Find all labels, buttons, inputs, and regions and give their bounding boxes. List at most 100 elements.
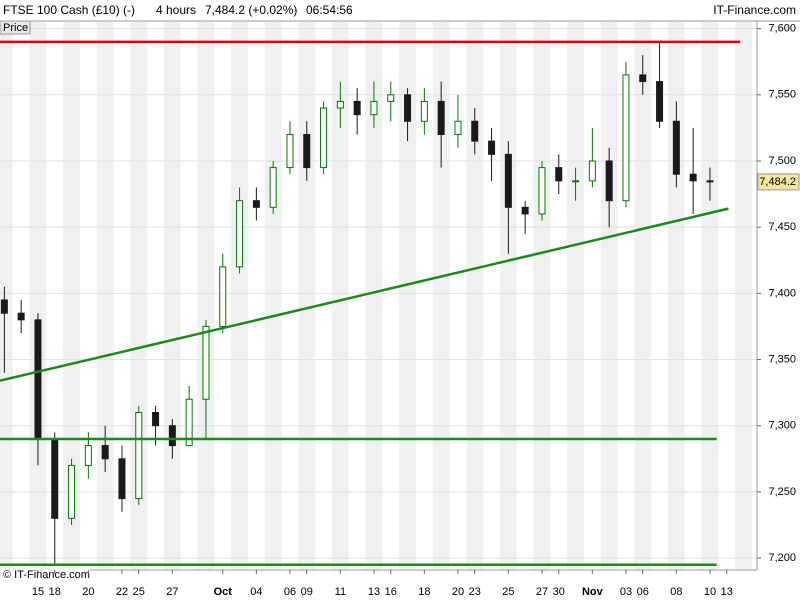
day-stripe bbox=[600, 22, 618, 570]
candle-body bbox=[454, 120, 462, 136]
candle-body bbox=[0, 299, 8, 314]
candle-body bbox=[622, 74, 630, 202]
time: 06:54:56 bbox=[306, 3, 353, 17]
day-stripe bbox=[466, 22, 484, 570]
header-bar bbox=[0, 0, 800, 21]
x-tick-label: 08 bbox=[670, 586, 682, 598]
candle-body bbox=[404, 94, 412, 122]
candle-body bbox=[320, 107, 328, 169]
candle-body bbox=[135, 411, 143, 500]
day-stripe bbox=[667, 22, 685, 570]
day-stripe bbox=[735, 22, 752, 570]
candle-body bbox=[370, 100, 378, 116]
x-tick-label: 09 bbox=[301, 586, 313, 598]
x-tick-label: 15 bbox=[32, 586, 44, 598]
candle-body bbox=[101, 445, 109, 460]
x-tick-label: 25 bbox=[502, 586, 514, 598]
candle-body bbox=[572, 180, 580, 183]
candle-body bbox=[219, 266, 227, 327]
candle-body bbox=[605, 160, 613, 202]
x-tick-label: 25 bbox=[133, 586, 145, 598]
day-stripe bbox=[264, 22, 282, 570]
x-tick-label: 03 bbox=[620, 586, 632, 598]
x-tick-label: 27 bbox=[166, 586, 178, 598]
x-tick-label: 30 bbox=[553, 586, 565, 598]
panel-label-box bbox=[0, 20, 31, 35]
title: FTSE 100 Cash (£10) (-) bbox=[3, 3, 135, 17]
day-stripe bbox=[365, 22, 383, 570]
candle-body bbox=[34, 319, 42, 440]
day-stripe bbox=[29, 22, 47, 570]
panel-label: Price bbox=[3, 22, 28, 34]
candle-body bbox=[387, 94, 395, 102]
y-tick-label: 7,450 bbox=[768, 221, 796, 233]
plot bbox=[0, 28, 757, 566]
x-tick-label: 04 bbox=[250, 586, 262, 598]
day-stripe bbox=[96, 22, 114, 570]
trend-line bbox=[0, 207, 729, 382]
x-tick-label: 16 bbox=[385, 586, 397, 598]
candle-body bbox=[269, 167, 277, 208]
candle-body bbox=[706, 180, 714, 183]
candle-body bbox=[538, 167, 546, 215]
candle-body bbox=[152, 411, 160, 427]
candle-body bbox=[185, 398, 193, 447]
y-tick-label: 7,500 bbox=[768, 155, 796, 167]
day-stripe bbox=[331, 22, 349, 570]
x-tick-label: 13 bbox=[368, 586, 380, 598]
x-tick-label: 13 bbox=[721, 586, 733, 598]
candle-body bbox=[336, 100, 344, 109]
day-stripe bbox=[634, 22, 652, 570]
x-tick-label: 10 bbox=[704, 586, 716, 598]
day-stripe bbox=[567, 22, 584, 570]
candle-body bbox=[437, 100, 445, 136]
candle-body bbox=[504, 153, 512, 208]
last-price-label: 7,484.2 bbox=[759, 176, 796, 188]
candle-body bbox=[286, 134, 294, 169]
candle-body bbox=[555, 167, 563, 182]
candle-body bbox=[68, 464, 76, 519]
x-tick-label: 18 bbox=[418, 586, 430, 598]
copyright: © IT-Finance.com bbox=[3, 569, 90, 581]
day-stripe bbox=[701, 22, 719, 570]
y-tick-label: 7,250 bbox=[768, 486, 796, 498]
candle-body bbox=[656, 81, 664, 122]
day-stripe bbox=[231, 22, 248, 570]
y-tick-label: 7,350 bbox=[768, 353, 796, 365]
candle-body bbox=[202, 325, 210, 400]
day-stripe bbox=[533, 22, 551, 570]
x-tick-label: 20 bbox=[82, 586, 94, 598]
x-tick-label: 18 bbox=[49, 586, 61, 598]
candle-body bbox=[471, 120, 479, 142]
candle-body bbox=[17, 312, 25, 321]
interval: 4 hours bbox=[156, 3, 196, 17]
candle-body bbox=[672, 120, 680, 175]
quote: 7,484.2 (+0.02%) bbox=[205, 3, 297, 17]
x-tick-label: Oct bbox=[214, 586, 233, 598]
copyright-box bbox=[0, 568, 90, 581]
x-tick-label: 20 bbox=[452, 586, 464, 598]
candle-body bbox=[84, 445, 92, 466]
day-stripe bbox=[63, 22, 80, 570]
x-tick-label: 27 bbox=[536, 586, 548, 598]
y-tick-label: 7,200 bbox=[768, 552, 796, 564]
candle-body bbox=[689, 173, 697, 182]
candle-body bbox=[521, 206, 529, 215]
candle-body bbox=[588, 160, 596, 182]
x-tick-label: 23 bbox=[469, 586, 481, 598]
candle-body bbox=[488, 140, 496, 155]
candle-body bbox=[168, 425, 176, 447]
day-stripe bbox=[163, 22, 181, 570]
x-tick-label: 06 bbox=[637, 586, 649, 598]
x-tick-label: 11 bbox=[335, 586, 346, 598]
y-tick-label: 7,300 bbox=[768, 420, 796, 432]
candle-body bbox=[51, 438, 59, 519]
y-tick-label: 7,550 bbox=[768, 89, 796, 101]
candle-body bbox=[639, 74, 647, 83]
day-stripe bbox=[130, 22, 148, 570]
x-tick-label: 06 bbox=[284, 586, 296, 598]
day-stripe bbox=[298, 22, 316, 570]
x-tick-label: Nov bbox=[582, 586, 604, 598]
x-tick-label: 22 bbox=[116, 586, 128, 598]
